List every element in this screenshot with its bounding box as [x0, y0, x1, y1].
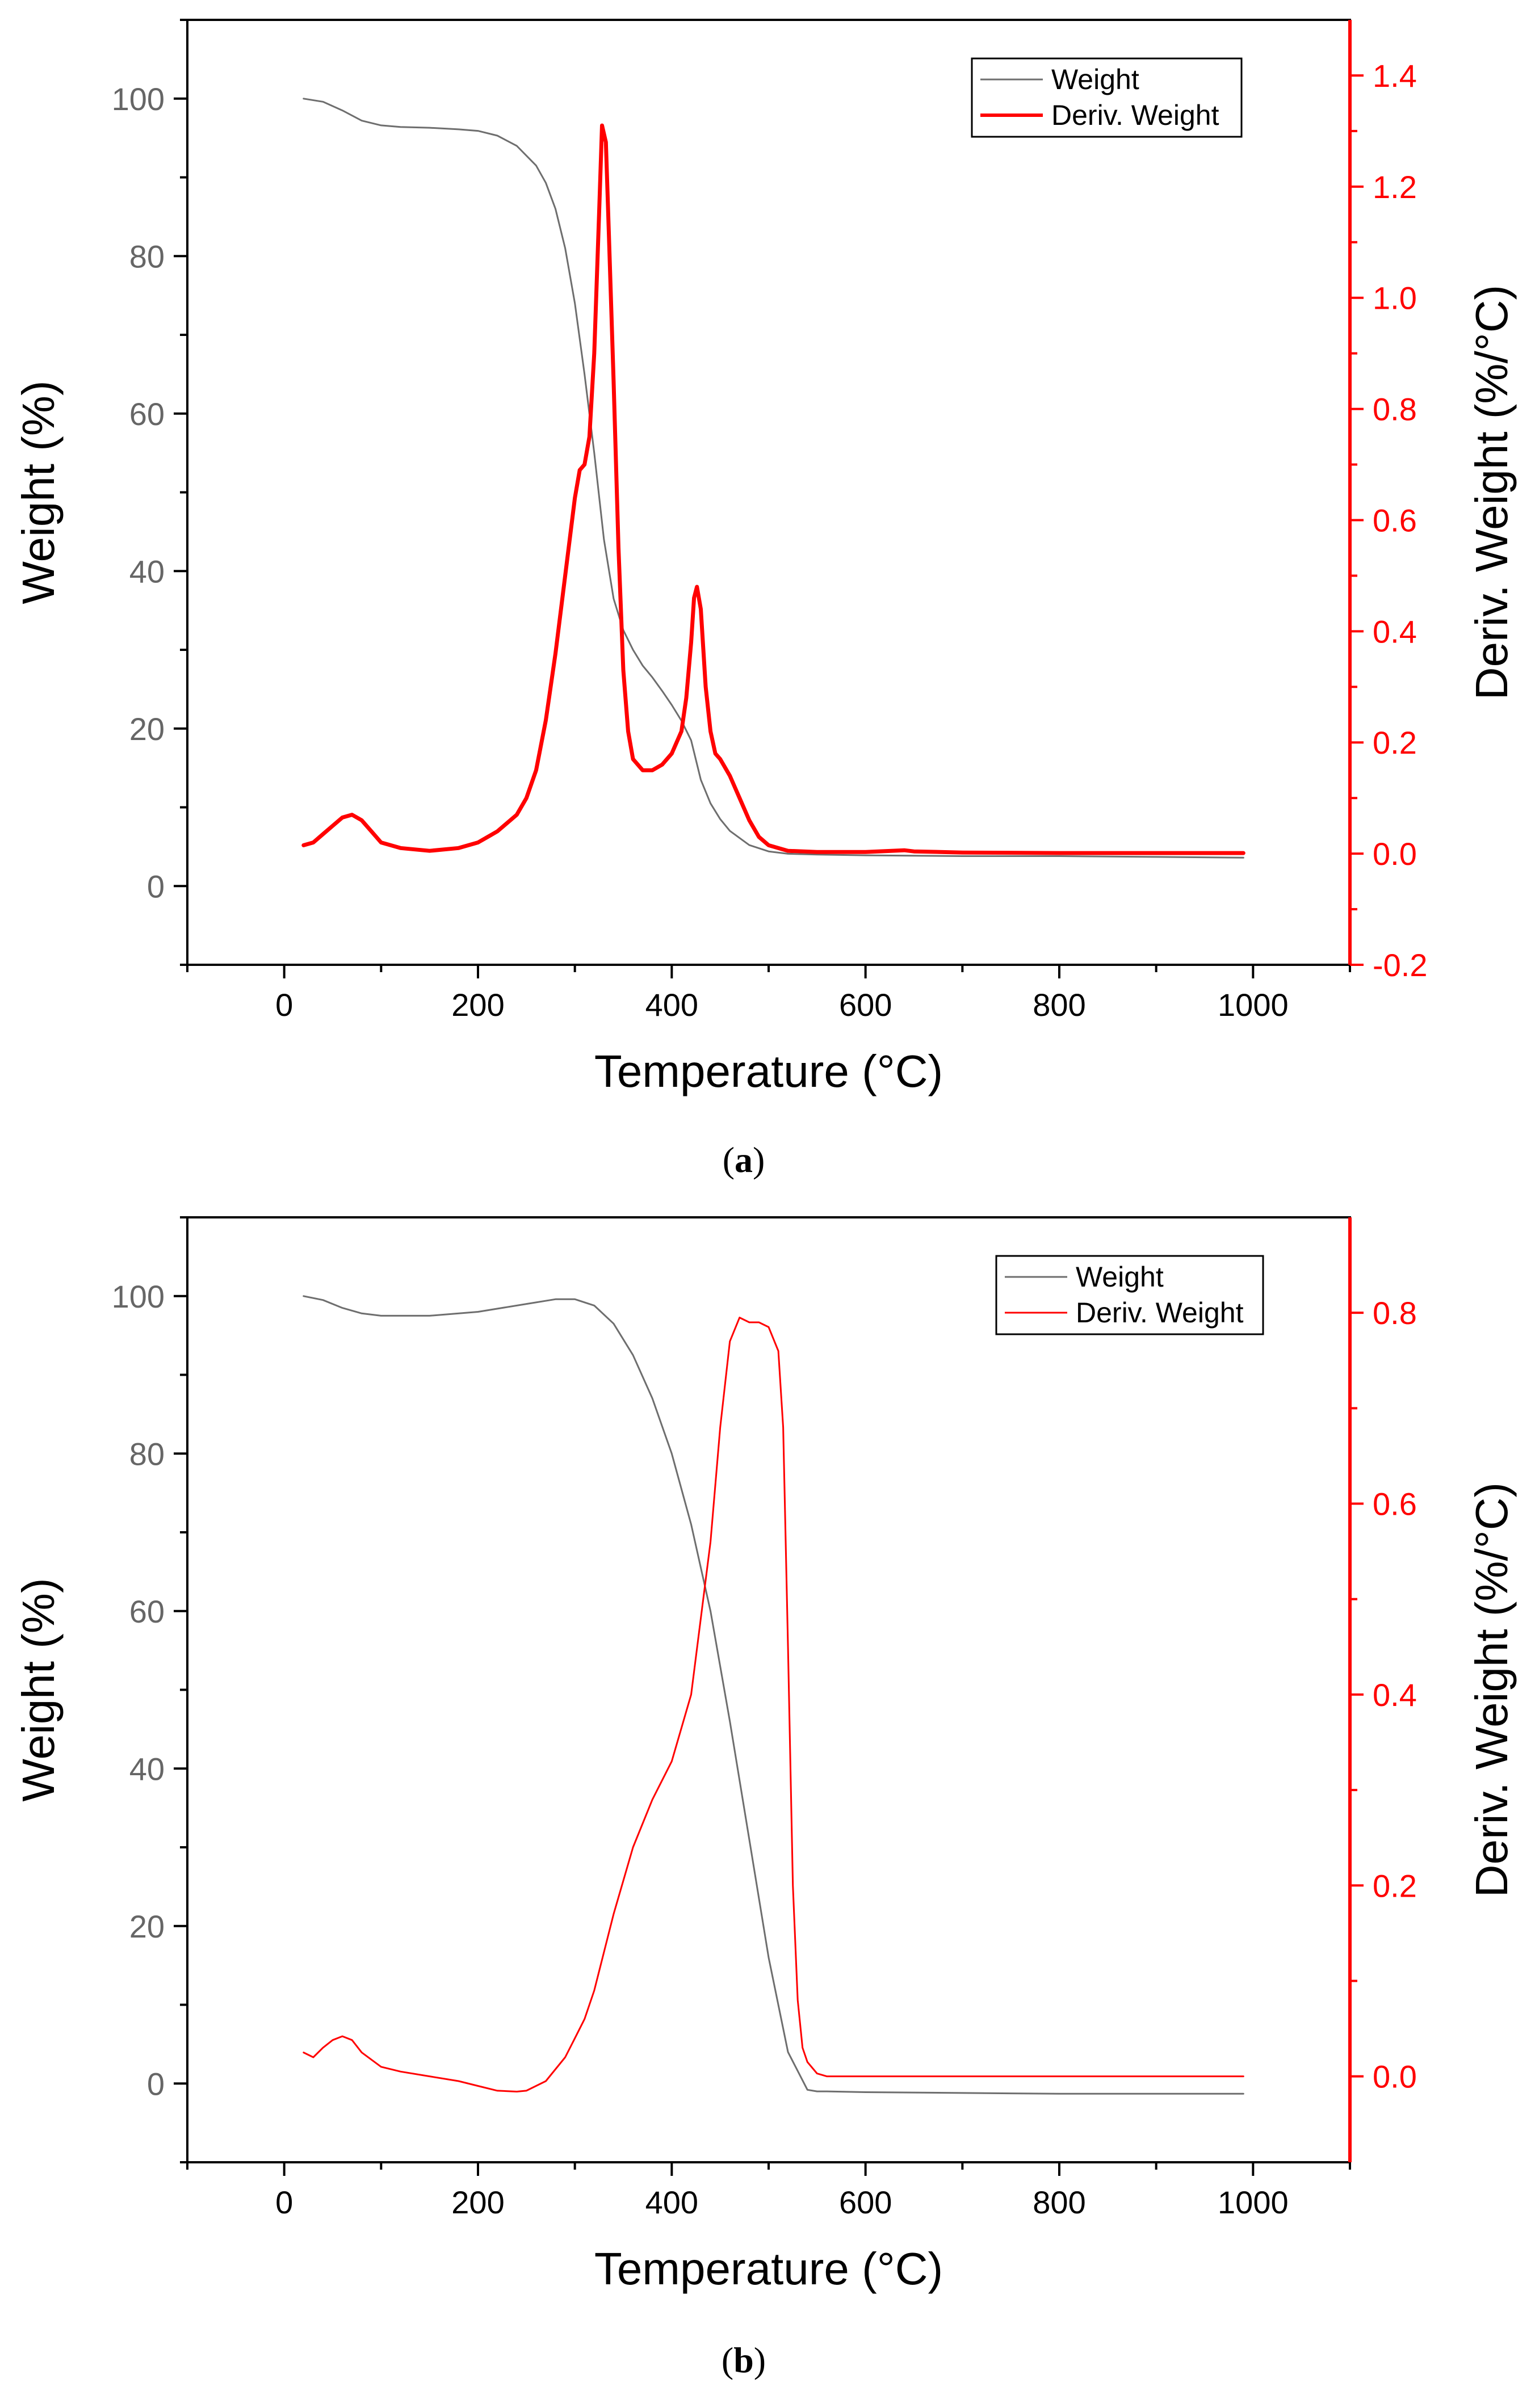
- legend-entry-weight-b: Weight: [1076, 1261, 1164, 1293]
- y2-tick-label-a: 0.4: [1373, 613, 1417, 649]
- x-axis-ticks-a: 0 200 400 600 800 1000: [186, 965, 1351, 1023]
- x-tick-label-a: 600: [839, 987, 892, 1023]
- y-tick-label-a: 60: [129, 396, 165, 432]
- y-tick-label-a: 80: [129, 238, 165, 274]
- y-tick-label-a: 100: [112, 81, 165, 117]
- y-tick-label-a: 0: [147, 868, 165, 904]
- y-tick-label-a: 20: [129, 711, 165, 747]
- y2-axis-label-b: Deriv. Weight (%/°C): [1466, 1482, 1517, 1897]
- deriv-weight-line-b: [303, 1317, 1244, 2092]
- y2-tick-label-b: 0.0: [1373, 2059, 1417, 2095]
- y2-tick-label-b: 0.4: [1373, 1677, 1417, 1713]
- right-y-axis-ticks-b: 0.0 0.2 0.4 0.6 0.8: [1350, 1295, 1417, 2095]
- deriv-weight-line-a: [301, 123, 1245, 855]
- x-axis-label-b: Temperature (°C): [594, 2243, 943, 2294]
- panel-caption-a: (a): [723, 1140, 765, 1180]
- y2-tick-label-a: 1.2: [1373, 169, 1417, 205]
- y2-tick-label-a: 0.2: [1373, 725, 1417, 760]
- legend-a: Weight Deriv. Weight: [971, 57, 1243, 138]
- y2-axis-label-a: Deriv. Weight (%/°C): [1466, 285, 1517, 700]
- y2-tick-label-b: 0.2: [1373, 1868, 1417, 1903]
- y2-tick-label-a: 0.6: [1373, 502, 1417, 538]
- left-y-axis-ticks-a: 0 20 40 60 80 100: [112, 19, 187, 966]
- x-tick-label-b: 200: [451, 2184, 504, 2220]
- y-tick-label-b: 60: [129, 1594, 165, 1629]
- y-tick-label-b: 80: [129, 1436, 165, 1472]
- x-axis-label-a: Temperature (°C): [594, 1046, 943, 1096]
- left-y-axis-ticks-b: 0 20 40 60 80 100: [112, 1216, 187, 2163]
- x-tick-label-a: 200: [451, 987, 504, 1023]
- y-tick-label-b: 100: [112, 1279, 165, 1314]
- y2-tick-label-b: 0.6: [1373, 1486, 1417, 1522]
- legend-box-a: [971, 57, 1243, 138]
- x-tick-label-b: 800: [1033, 2184, 1085, 2220]
- x-tick-label-a: 1000: [1218, 987, 1289, 1023]
- y-tick-label-b: 0: [147, 2066, 165, 2102]
- legend-b: Weight Deriv. Weight: [995, 1255, 1264, 1335]
- y-axis-label-a: Weight (%): [13, 380, 64, 604]
- panel-a: 0 200 400 600 800 1000 0 20 40 60 80 100 -0.2 0.0 0.…: [13, 19, 1517, 1180]
- y2-tick-label-a: 0.0: [1373, 836, 1417, 872]
- y-tick-label-b: 40: [129, 1751, 165, 1787]
- x-tick-label-a: 0: [275, 987, 293, 1023]
- panel-caption-letter-b: b: [733, 2340, 754, 2380]
- panel-b: 0 200 400 600 800 1000 0 20 40 60 80 100 0.0 0.2 0.4…: [13, 1216, 1517, 2380]
- x-tick-label-b: 400: [645, 2184, 698, 2220]
- panel-caption-letter-a: a: [735, 1140, 753, 1180]
- y-tick-label-a: 40: [129, 553, 165, 589]
- y2-tick-label-a: 0.8: [1373, 392, 1417, 427]
- y2-tick-label-a: 1.0: [1373, 280, 1417, 316]
- x-tick-label-a: 400: [645, 987, 698, 1023]
- series-lines-b: [303, 1295, 1244, 2095]
- y2-tick-label-a: 1.4: [1373, 58, 1417, 94]
- y-axis-label-b: Weight (%): [13, 1578, 64, 1801]
- weight-line-b: [303, 1295, 1244, 2095]
- panel-caption-b: (b): [722, 2340, 766, 2380]
- x-tick-label-a: 800: [1033, 987, 1085, 1023]
- x-tick-label-b: 600: [839, 2184, 892, 2220]
- legend-entry-deriv-a: Deriv. Weight: [1051, 99, 1219, 131]
- x-tick-label-b: 1000: [1218, 2184, 1289, 2220]
- x-axis-ticks-b: 0 200 400 600 800 1000: [186, 2162, 1351, 2220]
- y2-tick-label-b: 0.8: [1373, 1295, 1417, 1331]
- y2-tick-label-a: -0.2: [1373, 947, 1428, 983]
- legend-entry-weight-a: Weight: [1051, 64, 1139, 95]
- series-lines-a: [301, 98, 1245, 859]
- legend-entry-deriv-b: Deriv. Weight: [1076, 1297, 1244, 1329]
- right-y-axis-ticks-a: -0.2 0.0 0.2 0.4 0.6 0.8 1.0 1.2 1.4: [1350, 58, 1428, 983]
- y-tick-label-b: 20: [129, 1909, 165, 1944]
- legend-box-b: [995, 1255, 1264, 1335]
- x-tick-label-b: 0: [275, 2184, 293, 2220]
